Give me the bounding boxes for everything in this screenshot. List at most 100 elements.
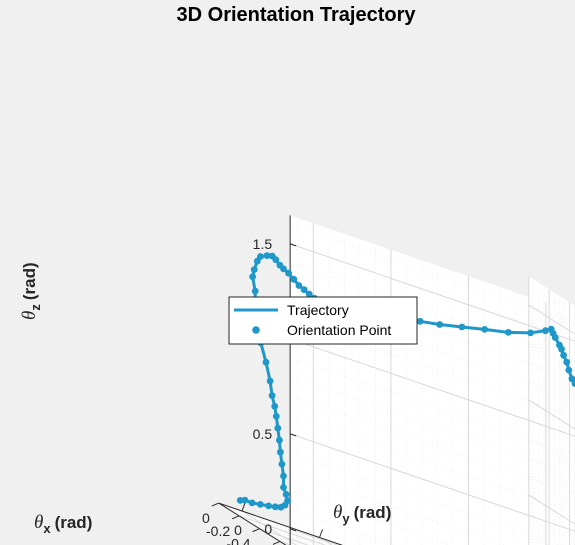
x-tick-mark — [252, 528, 260, 533]
grid-minor-line — [249, 521, 317, 545]
grid-minor-line — [528, 475, 575, 506]
grid-major-line — [528, 399, 575, 430]
orientation-point — [290, 275, 298, 283]
orientation-point — [274, 424, 282, 432]
grid-minor-line — [290, 414, 575, 513]
orientation-point — [266, 377, 274, 385]
grid-minor-line — [226, 505, 290, 545]
orientation-point — [277, 448, 284, 456]
y-axis-label: θy (rad) — [333, 502, 391, 526]
grid-minor-line — [223, 505, 339, 545]
x-tick-mark — [272, 540, 281, 545]
legend-box — [228, 296, 418, 345]
z-axis-label: θz(rad) — [19, 262, 43, 320]
orientation-point — [436, 321, 444, 328]
orientation-point — [285, 269, 292, 277]
x-tick-label: 0 — [202, 510, 210, 526]
orientation-point — [280, 265, 287, 273]
x-tick-mark — [211, 502, 219, 507]
orientation-point — [272, 412, 280, 420]
x-tick-mark — [231, 515, 240, 520]
orientation-point — [263, 252, 271, 259]
orientation-point — [558, 345, 565, 353]
orientation-point — [241, 496, 249, 504]
orientation-point — [481, 326, 488, 333]
grid-minor-line — [528, 342, 575, 373]
grid-minor-line — [257, 516, 304, 545]
legend: Trajectory Orientation Point — [228, 296, 418, 345]
orientation-point — [571, 380, 575, 387]
z-tick-label: 0 — [264, 521, 272, 537]
orientation-point — [565, 366, 573, 374]
orientation-point — [250, 266, 258, 273]
grid-minor-line — [290, 509, 395, 545]
orientation-point — [249, 273, 256, 281]
y-tick-mark — [241, 502, 246, 512]
grid-major-line — [238, 515, 326, 545]
chart-title: 3D Orientation Trajectory — [177, 4, 417, 26]
orientation-point — [568, 375, 575, 383]
x-axis-line — [218, 502, 287, 545]
grid-minor-line — [290, 357, 575, 456]
grid-minor-line — [244, 518, 322, 545]
y-tick-mark — [319, 529, 323, 538]
grid-minor-line — [290, 224, 575, 323]
orientation-point — [300, 286, 308, 294]
orientation-point — [280, 484, 287, 491]
z-tick-mark — [289, 243, 297, 247]
z-tick-label: 0.5 — [253, 426, 273, 442]
grid-major-line — [289, 338, 575, 437]
orientation-point — [563, 358, 571, 366]
orientation-point — [542, 327, 549, 335]
orientation-point — [248, 499, 256, 507]
orientation-point — [256, 501, 264, 508]
orientation-point — [257, 253, 264, 260]
x-axis-label: θx (rad) — [34, 512, 92, 536]
grid-minor-line — [290, 395, 575, 494]
orientation-point — [278, 460, 286, 468]
grid-major-line — [289, 433, 575, 532]
orientation-point — [295, 282, 303, 289]
grid-minor-line — [528, 513, 575, 544]
orientation-point — [268, 392, 276, 399]
orientation-point — [271, 503, 279, 511]
side-wall-pane — [528, 276, 575, 545]
y-tick-label: 0 — [234, 522, 242, 538]
orientation-point — [458, 323, 466, 331]
orientation-point — [504, 329, 512, 336]
orientation-point — [527, 329, 534, 337]
grid-minor-line — [290, 490, 450, 545]
legend-label-trajectory: Trajectory — [287, 302, 349, 318]
grid-minor-line — [233, 512, 330, 545]
grid-minor-line — [254, 525, 313, 545]
orientation-point — [282, 490, 290, 498]
grid-minor-line — [228, 509, 334, 545]
orientation-point — [265, 502, 272, 510]
orientation-point — [271, 402, 279, 410]
legend-label-points: Orientation Point — [287, 322, 391, 338]
grid-major-line — [528, 494, 575, 525]
orientation-point — [276, 436, 283, 444]
grid-minor-line — [290, 262, 575, 361]
orientation-point — [272, 256, 280, 264]
grid-major-line — [528, 304, 575, 335]
grid-minor-line — [290, 452, 561, 545]
z-tick-label: 1.5 — [253, 236, 273, 252]
orientation-point — [305, 290, 313, 298]
orientation-point — [280, 472, 287, 480]
z-tick-mark — [289, 433, 297, 437]
orientation-point — [416, 317, 424, 325]
orientation-point — [262, 358, 270, 366]
grid-major-line — [241, 510, 298, 545]
legend-marker-swatch — [252, 326, 260, 334]
x-tick-label: -0.2 — [206, 523, 230, 539]
grid-minor-line — [290, 376, 575, 475]
grid-minor-line — [528, 285, 575, 316]
orientation-point — [251, 287, 259, 295]
orientation-point — [560, 351, 567, 359]
grid-minor-line — [528, 456, 575, 487]
x-tick-label: -0.4 — [226, 536, 250, 545]
orientation-point — [551, 334, 559, 341]
orientation-point — [284, 497, 291, 504]
